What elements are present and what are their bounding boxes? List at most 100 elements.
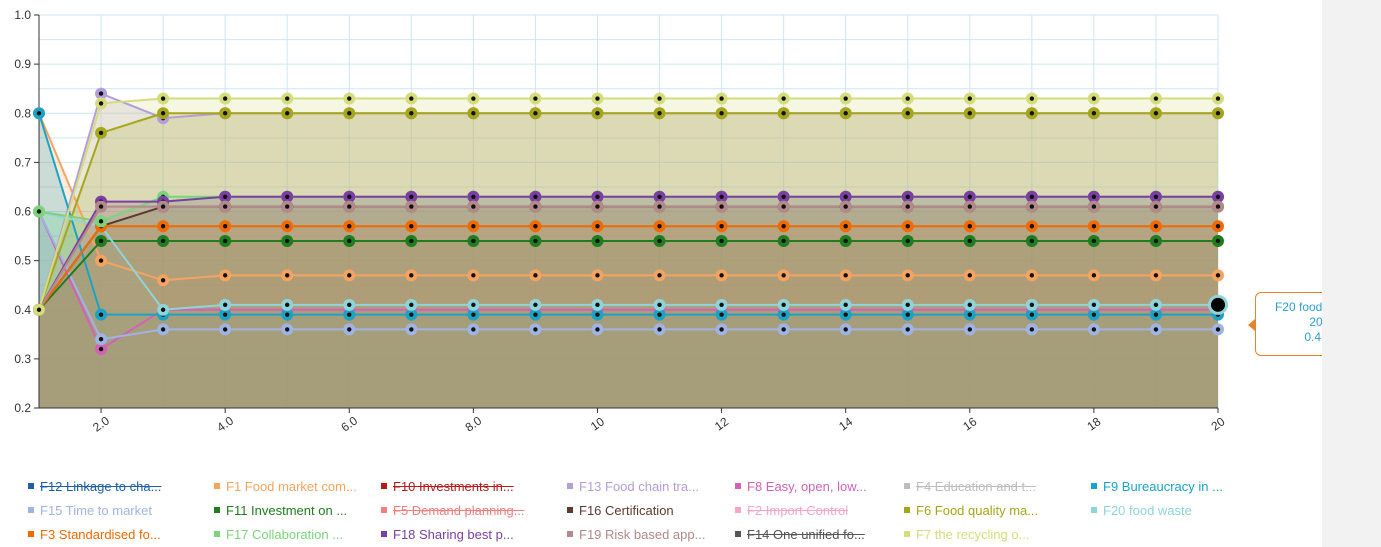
data-point-core <box>1153 194 1159 199</box>
x-tick-label: 8.0 <box>463 413 485 434</box>
legend-item[interactable]: F15 Time to market <box>28 502 152 518</box>
data-point-core <box>719 238 724 244</box>
data-point-core <box>36 307 42 312</box>
data-point-core <box>843 273 848 278</box>
legend-item[interactable]: F11 Investment on ... <box>214 502 347 518</box>
legend-label: F2 Import Control <box>747 503 849 519</box>
data-point-core <box>967 224 972 229</box>
data-point-core <box>160 224 166 229</box>
series-points <box>33 87 1228 356</box>
series-line <box>38 239 1218 311</box>
data-point-core <box>595 327 600 332</box>
legend-item[interactable]: F17 Collaboration ... <box>214 526 343 542</box>
data-point-core <box>719 96 724 101</box>
data-point-core <box>409 224 414 229</box>
legend-item[interactable]: F18 Sharing best p... <box>381 526 514 542</box>
data-point-core <box>533 224 538 229</box>
data-point-core <box>967 204 972 209</box>
data-point-core <box>222 111 228 116</box>
legend-label: F6 Food quality ma... <box>916 503 1039 519</box>
legend-swatch <box>567 506 573 513</box>
x-tick-label: 10 <box>588 414 607 433</box>
data-point-core <box>719 312 724 317</box>
data-point-core <box>471 302 476 308</box>
data-point-core <box>409 302 414 308</box>
data-point-core <box>347 302 352 308</box>
data-point-core <box>347 96 352 101</box>
legend-item[interactable]: F1 Food market com... <box>214 478 357 494</box>
tooltip-y: 0.41 <box>1304 330 1328 344</box>
legend-swatch <box>1091 482 1097 489</box>
legend-item[interactable]: F12 Linkage to cha... <box>28 478 161 494</box>
data-point-core <box>657 194 662 199</box>
data-point-core <box>967 327 972 332</box>
data-point-core <box>160 204 166 209</box>
legend-label: F5 Demand planning... <box>393 503 525 519</box>
data-point-core <box>36 111 42 116</box>
data-point-core <box>781 302 786 308</box>
data-point-core <box>1153 273 1159 278</box>
data-point-core <box>843 204 848 209</box>
data-point-core <box>1215 327 1221 332</box>
series-line <box>38 112 1218 316</box>
data-point-core <box>222 238 228 244</box>
legend-item[interactable]: F20 food waste <box>1091 502 1192 518</box>
y-tick-label: 0.8 <box>14 106 31 120</box>
legend-item[interactable]: F4 Education and t... <box>904 478 1036 494</box>
series-line <box>38 112 1218 282</box>
legend-item[interactable]: F3 Standardised fo... <box>28 526 161 542</box>
data-point-core <box>471 204 476 209</box>
data-point-core <box>719 273 724 278</box>
legend-item[interactable]: F7 the recycling o... <box>904 526 1029 542</box>
series-area <box>39 226 1218 408</box>
data-point-core <box>843 302 848 308</box>
legend-swatch <box>214 530 220 537</box>
data-point-core <box>1091 302 1097 308</box>
legend-label: F10 Investments in... <box>393 479 514 495</box>
legend-item[interactable]: F19 Risk based app... <box>567 526 705 542</box>
legend-item[interactable]: F16 Certification <box>567 502 674 518</box>
series-line <box>38 195 1218 311</box>
legend-item[interactable]: F6 Food quality ma... <box>904 502 1038 518</box>
data-point-core <box>36 209 42 214</box>
data-point-core <box>160 307 166 312</box>
y-tick-label: 0.6 <box>14 205 31 219</box>
legend-item[interactable]: F14 One unified fo... <box>735 526 865 542</box>
data-point-core <box>595 194 600 199</box>
legend-swatch <box>214 482 220 489</box>
data-point-core <box>98 219 104 224</box>
y-tick-label: 0.9 <box>14 57 31 71</box>
data-point-core <box>160 111 166 116</box>
data-point-core <box>595 312 600 317</box>
data-point-core <box>471 238 476 244</box>
data-point-core <box>409 96 414 101</box>
data-point-core <box>1215 204 1221 209</box>
x-tick-label: 20 <box>1209 414 1228 433</box>
data-point-core <box>471 312 476 317</box>
data-point-core <box>781 273 786 278</box>
data-point-core <box>1091 111 1097 116</box>
legend-item[interactable]: F8 Easy, open, low... <box>735 478 867 494</box>
legend-swatch <box>735 530 741 537</box>
data-point-core <box>471 224 476 229</box>
data-point-core <box>1091 238 1097 244</box>
data-point-core <box>1215 111 1221 116</box>
series-line <box>38 205 1218 311</box>
data-point-core <box>905 111 910 116</box>
data-point-core <box>781 327 786 332</box>
legend-swatch <box>735 482 741 489</box>
data-point-core <box>471 96 476 101</box>
data-point-core <box>285 327 290 332</box>
legend-swatch <box>735 506 741 513</box>
data-point-core <box>409 238 414 244</box>
legend-item[interactable]: F2 Import Control <box>735 502 848 518</box>
area-chart: 0.2 0.3 0.4 0.5 0.6 0.7 0.8 0.9 1.0 2.0 4.0 6.0 8.0 1… <box>14 8 1228 435</box>
series-area <box>39 113 1218 408</box>
legend-item[interactable]: F10 Investments in... <box>381 478 514 494</box>
legend-item[interactable]: F5 Demand planning... <box>381 502 525 518</box>
legend-item[interactable]: F13 Food chain tra... <box>567 478 699 494</box>
data-point-core <box>533 302 538 308</box>
legend-label: F20 food waste <box>1103 503 1192 519</box>
legend-label: F17 Collaboration ... <box>226 527 344 543</box>
legend-item[interactable]: F9 Bureaucracy in ... <box>1091 478 1223 494</box>
